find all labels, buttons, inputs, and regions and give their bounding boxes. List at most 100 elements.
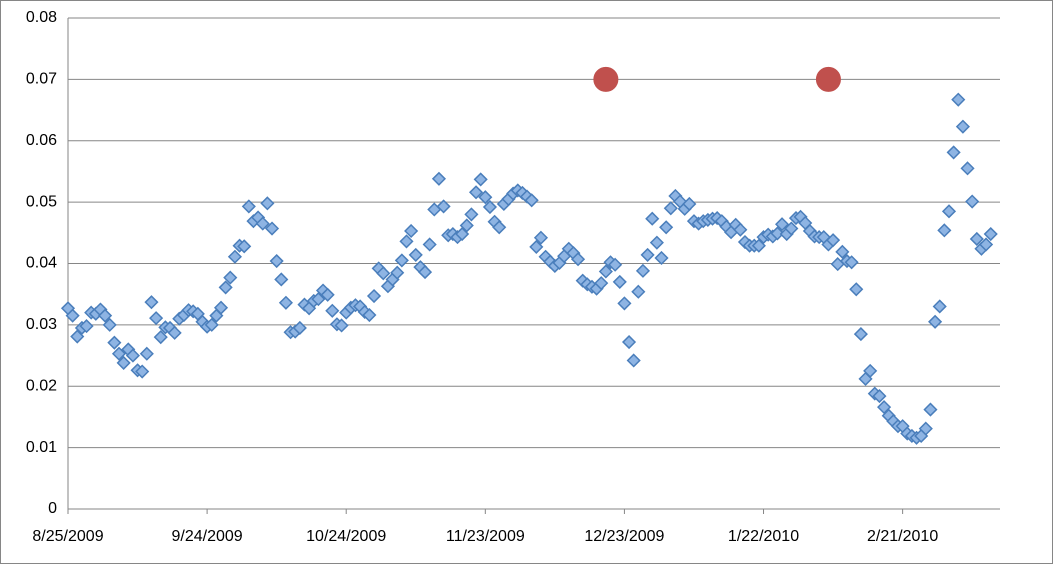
point xyxy=(422,237,437,252)
point xyxy=(853,327,868,342)
point xyxy=(292,320,307,336)
point xyxy=(835,244,850,259)
point xyxy=(593,66,619,92)
point xyxy=(598,264,613,279)
point xyxy=(260,196,275,211)
point xyxy=(269,253,284,269)
point xyxy=(167,325,182,340)
point xyxy=(784,221,799,236)
y-tick-label: 0.08 xyxy=(26,9,57,26)
point xyxy=(70,329,85,344)
point xyxy=(264,221,280,236)
point xyxy=(237,239,252,254)
point xyxy=(815,66,841,92)
y-tick-label: 0.02 xyxy=(26,377,57,394)
point xyxy=(98,308,113,323)
point xyxy=(144,295,159,310)
point xyxy=(334,318,349,333)
point xyxy=(376,266,391,281)
point xyxy=(928,314,943,329)
point xyxy=(436,199,451,214)
point xyxy=(455,226,470,242)
point xyxy=(390,265,405,280)
point xyxy=(844,255,859,270)
point xyxy=(325,303,340,318)
point xyxy=(635,263,651,278)
point xyxy=(464,207,479,222)
point xyxy=(863,363,878,378)
point xyxy=(218,280,233,295)
point xyxy=(663,201,678,216)
point xyxy=(751,238,766,253)
point xyxy=(227,249,242,264)
point xyxy=(149,311,164,326)
point xyxy=(533,230,549,245)
x-tick-label: 9/24/2009 xyxy=(172,528,243,545)
point xyxy=(153,330,168,345)
point xyxy=(654,250,669,266)
point xyxy=(649,235,664,250)
point xyxy=(468,185,484,200)
point xyxy=(640,247,655,262)
point xyxy=(631,284,646,299)
point xyxy=(923,402,938,417)
point xyxy=(960,161,975,176)
point xyxy=(135,364,150,379)
x-tick-label: 1/22/2010 xyxy=(728,528,799,545)
point xyxy=(459,218,474,233)
point xyxy=(941,204,957,219)
point xyxy=(241,199,256,214)
point xyxy=(617,296,632,311)
point xyxy=(311,292,326,307)
point xyxy=(394,253,409,268)
point xyxy=(626,353,641,368)
point xyxy=(621,334,637,350)
point xyxy=(608,257,623,272)
point xyxy=(659,220,674,235)
point xyxy=(79,319,94,334)
point xyxy=(918,421,933,436)
point xyxy=(204,317,219,332)
point xyxy=(965,194,980,209)
point xyxy=(102,317,117,332)
point xyxy=(213,300,229,315)
point xyxy=(255,216,270,231)
point xyxy=(733,222,748,237)
point xyxy=(645,211,660,226)
y-tick-label: 0.05 xyxy=(26,193,57,210)
point xyxy=(408,247,423,262)
point xyxy=(125,348,140,363)
point xyxy=(872,389,887,404)
point xyxy=(139,346,154,361)
x-tick-label: 11/23/2009 xyxy=(446,528,525,545)
point xyxy=(951,92,966,107)
point xyxy=(107,335,122,350)
point xyxy=(969,231,984,247)
point xyxy=(116,355,131,370)
point xyxy=(946,145,961,160)
point xyxy=(932,299,947,314)
point xyxy=(478,190,493,205)
point xyxy=(366,288,382,304)
point xyxy=(524,193,539,208)
y-tick-label: 0.03 xyxy=(26,316,57,333)
point xyxy=(877,400,892,415)
point xyxy=(431,171,447,186)
point xyxy=(223,270,238,285)
point xyxy=(849,282,864,297)
x-tick-label: 2/21/2010 xyxy=(867,528,938,545)
point xyxy=(770,226,785,241)
x-tick-label: 12/23/2009 xyxy=(584,528,664,545)
point xyxy=(278,295,293,310)
point xyxy=(570,252,586,267)
point xyxy=(473,172,488,187)
point xyxy=(404,223,419,239)
point xyxy=(682,196,697,212)
point xyxy=(775,217,790,232)
point xyxy=(320,287,335,302)
point xyxy=(937,223,952,238)
point xyxy=(979,237,994,252)
point xyxy=(65,308,80,323)
